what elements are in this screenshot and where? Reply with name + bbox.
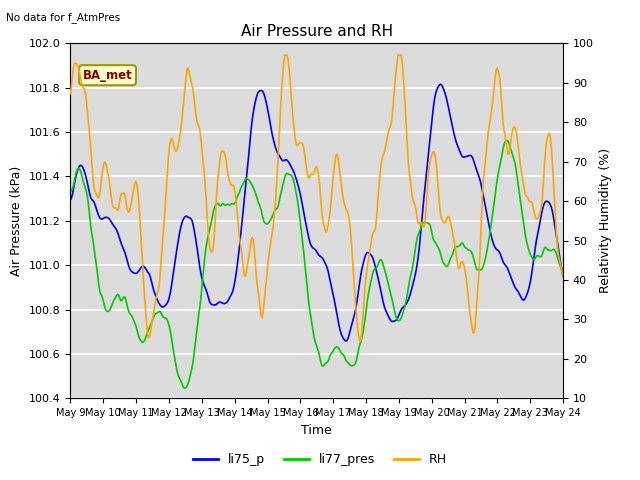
Y-axis label: Relativity Humidity (%): Relativity Humidity (%)	[600, 148, 612, 293]
Text: No data for f_AtmPres: No data for f_AtmPres	[6, 12, 121, 23]
Legend: li75_p, li77_pres, RH: li75_p, li77_pres, RH	[188, 448, 452, 471]
Y-axis label: Air Pressure (kPa): Air Pressure (kPa)	[10, 166, 24, 276]
X-axis label: Time: Time	[301, 424, 332, 437]
Title: Air Pressure and RH: Air Pressure and RH	[241, 24, 393, 39]
Text: BA_met: BA_met	[83, 69, 132, 82]
